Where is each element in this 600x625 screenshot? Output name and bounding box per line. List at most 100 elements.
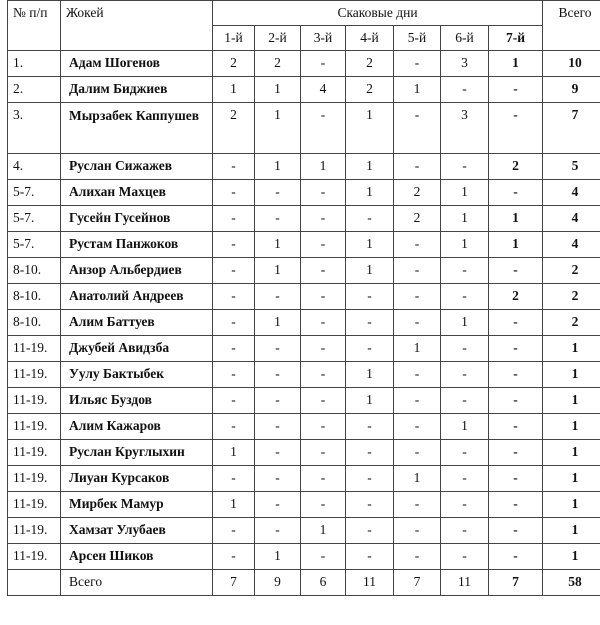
day-wins-cell: - (254, 413, 301, 440)
day-wins-cell: - (212, 543, 255, 570)
day-wins-cell: - (393, 50, 441, 77)
day-wins-cell: - (488, 361, 543, 388)
jockey-name: Мирбек Мамур (60, 491, 213, 518)
day-wins-cell: - (212, 153, 255, 180)
day-wins-cell: - (393, 102, 441, 154)
table-row: 5-7. Алихан Махцев - - -1 2 1-4 (7, 179, 600, 206)
day-wins-cell: 1 (300, 153, 346, 180)
day-wins-cell: - (300, 257, 346, 284)
day-wins-cell: - (254, 283, 301, 310)
jockey-name: Анатолий Андреев (60, 283, 213, 310)
day-wins-cell: 1 (212, 76, 255, 103)
day-wins-cell: 1 (345, 361, 394, 388)
day-wins-cell: 1 (345, 153, 394, 180)
day-total-cell: 11 (440, 569, 489, 596)
day-wins-cell: - (300, 283, 346, 310)
place-cell: 2. (7, 76, 61, 103)
jockey-name: Алим Баттуев (60, 309, 213, 336)
day-wins-cell: 1 (345, 102, 394, 154)
day-wins-cell: - (345, 543, 394, 570)
day-wins-cell: - (393, 153, 441, 180)
day-wins-cell: - (300, 491, 346, 518)
day-wins-cell: - (300, 387, 346, 414)
day-wins-cell: - (212, 257, 255, 284)
day-wins-cell: 1 (345, 179, 394, 206)
day-wins-cell: - (440, 361, 489, 388)
total-cell: 1 (542, 517, 600, 544)
day-wins-cell: - (212, 335, 255, 362)
day-wins-cell: - (300, 231, 346, 258)
day-wins-cell: - (254, 179, 301, 206)
day-wins-cell: - (254, 361, 301, 388)
day-wins-cell: - (393, 283, 441, 310)
jockey-name: Далим Биджиев (60, 76, 213, 103)
day-wins-cell: 3 (440, 102, 489, 154)
day-wins-cell: 1 (254, 153, 301, 180)
table-row: 11-19. Мирбек Мамур 1- - - - - -1 (7, 491, 600, 518)
total-cell: 10 (542, 50, 600, 77)
place-cell: 4. (7, 153, 61, 180)
empty-cell (7, 569, 61, 596)
header-day: 2-й (254, 25, 301, 51)
table-row: 11-19. Ильяс Буздов - - -1- - -1 (7, 387, 600, 414)
total-cell: 2 (542, 309, 600, 336)
day-wins-cell: - (440, 491, 489, 518)
day-wins-cell: - (345, 309, 394, 336)
day-wins-cell: 1 (254, 231, 301, 258)
table-row: 11-19. Хамзат Улубаев - -1- - - -1 (7, 517, 600, 544)
place-cell: 11-19. (7, 361, 61, 388)
day-wins-cell: - (254, 335, 301, 362)
day-wins-cell: 2 (393, 179, 441, 206)
place-cell: 5-7. (7, 179, 61, 206)
day-wins-cell: - (300, 335, 346, 362)
day-wins-cell: - (300, 543, 346, 570)
total-cell: 1 (542, 543, 600, 570)
day-wins-cell: 1 (488, 205, 543, 232)
day-wins-cell: - (440, 76, 489, 103)
day-wins-cell: 3 (440, 50, 489, 77)
header-day: 6-й (440, 25, 489, 51)
day-wins-cell: - (440, 335, 489, 362)
day-wins-cell: - (300, 50, 346, 77)
place-cell: 11-19. (7, 413, 61, 440)
jockey-name: Ильяс Буздов (60, 387, 213, 414)
header-day: 7-й (488, 25, 543, 51)
day-wins-cell: - (440, 439, 489, 466)
day-wins-cell: - (488, 413, 543, 440)
jockey-name: Алихан Махцев (60, 179, 213, 206)
day-wins-cell: - (212, 361, 255, 388)
day-wins-cell: 1 (393, 465, 441, 492)
day-wins-cell: - (345, 205, 394, 232)
place-cell: 5-7. (7, 231, 61, 258)
day-wins-cell: 1 (300, 517, 346, 544)
total-cell: 1 (542, 413, 600, 440)
total-cell: 1 (542, 491, 600, 518)
day-wins-cell: - (393, 309, 441, 336)
place-cell: 3. (7, 102, 61, 154)
jockey-name: Рустам Панжоков (60, 231, 213, 258)
header-row: № п/п Жокей Скаковые дни Всего (7, 0, 600, 51)
day-total-cell: 9 (254, 569, 301, 596)
total-cell: 5 (542, 153, 600, 180)
day-wins-cell: - (440, 257, 489, 284)
day-wins-cell: - (212, 517, 255, 544)
day-wins-cell: - (254, 439, 301, 466)
day-wins-cell: - (393, 257, 441, 284)
day-wins-cell: - (393, 361, 441, 388)
day-wins-cell: 1 (345, 231, 394, 258)
total-cell: 4 (542, 231, 600, 258)
total-cell: 1 (542, 335, 600, 362)
day-wins-cell: - (488, 179, 543, 206)
day-wins-cell: - (212, 465, 255, 492)
day-wins-cell: 1 (440, 231, 489, 258)
table-row: 11-19. Уулу Бактыбек - - -1- - -1 (7, 361, 600, 388)
day-wins-cell: - (254, 517, 301, 544)
day-wins-cell: 2 (488, 283, 543, 310)
jockey-name: Хамзат Улубаев (60, 517, 213, 544)
day-wins-cell: - (212, 387, 255, 414)
place-cell: 11-19. (7, 387, 61, 414)
day-wins-cell: - (254, 491, 301, 518)
table-row: 8-10. Анатолий Андреев - - - - - -2 2 (7, 283, 600, 310)
day-wins-cell: - (300, 179, 346, 206)
day-wins-cell: - (345, 413, 394, 440)
